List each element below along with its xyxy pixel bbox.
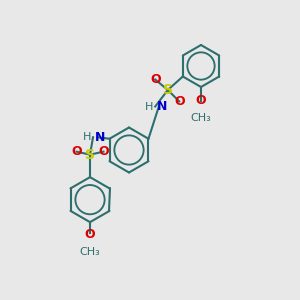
Text: O: O — [196, 94, 206, 107]
Text: N: N — [157, 100, 167, 113]
Text: O: O — [150, 73, 160, 86]
Text: O: O — [71, 145, 82, 158]
Text: N: N — [94, 131, 105, 144]
Text: S: S — [163, 83, 173, 97]
Text: H: H — [145, 101, 154, 112]
Text: CH₃: CH₃ — [80, 247, 100, 257]
Text: H: H — [83, 132, 92, 142]
Text: CH₃: CH₃ — [190, 113, 212, 123]
Text: S: S — [85, 148, 95, 162]
Text: O: O — [174, 95, 184, 108]
Text: O: O — [85, 228, 95, 241]
Text: O: O — [98, 145, 109, 158]
